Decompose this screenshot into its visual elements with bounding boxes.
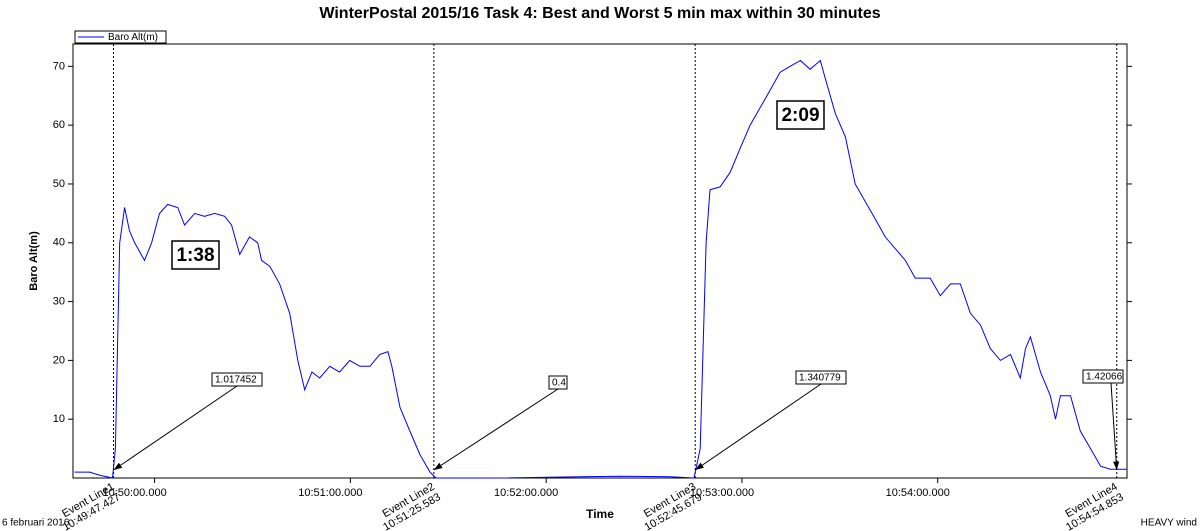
y-tick-label: 50 <box>53 178 65 190</box>
duration-label: 2:09 <box>781 105 819 126</box>
legend-label: Baro Alt(m) <box>108 32 158 43</box>
callout-arrow <box>1110 382 1118 471</box>
callout-arrowhead <box>433 462 443 470</box>
y-tick-label: 70 <box>53 60 65 72</box>
callout-box <box>1082 369 1124 384</box>
x-tick-label: 10:54:00.000 <box>886 487 950 499</box>
x-tick-label: 10:52:00.000 <box>494 487 558 499</box>
y-tick-label: 40 <box>53 237 65 249</box>
data-line <box>74 59 1127 479</box>
x-tick-label: 10:51:00.000 <box>298 487 362 499</box>
callout-arrowhead <box>1113 461 1120 470</box>
callout-arrowhead <box>113 462 123 470</box>
y-tick-label: 10 <box>53 413 65 425</box>
x-tick-label: 10:53:00.000 <box>690 487 754 499</box>
x-axis-label: Time <box>586 507 614 521</box>
callout-arrowhead <box>695 462 704 470</box>
footer-left: 6 februari 2016 <box>2 518 70 529</box>
duration-box <box>776 100 825 130</box>
y-axis-label: Baro Alt(m) <box>28 231 40 291</box>
footer-right: HEAVY wind <box>1141 518 1197 529</box>
y-tick-label: 30 <box>53 295 65 307</box>
legend-box <box>74 30 167 44</box>
callout-label: 0.4 <box>552 378 566 389</box>
callout-arrow <box>694 383 822 471</box>
chart-title: WinterPostal 2015/16 Task 4: Best and Wo… <box>319 5 880 22</box>
callout-arrow <box>433 388 559 471</box>
callout-label: 1.017452 <box>215 375 257 386</box>
callout-box <box>548 375 568 390</box>
callout-arrow <box>113 385 238 471</box>
callout-label: 1.340779 <box>799 373 841 384</box>
callout-box <box>795 370 847 385</box>
y-tick-label: 20 <box>53 354 65 366</box>
plot-frame <box>72 43 1128 479</box>
callout-label: 1.42066 <box>1086 372 1123 383</box>
y-tick-label: 60 <box>53 119 65 131</box>
x-tick-label: 10:50:00.000 <box>102 487 166 499</box>
callout-box <box>211 372 263 387</box>
duration-label: 1:38 <box>176 245 214 266</box>
duration-box <box>171 240 220 270</box>
